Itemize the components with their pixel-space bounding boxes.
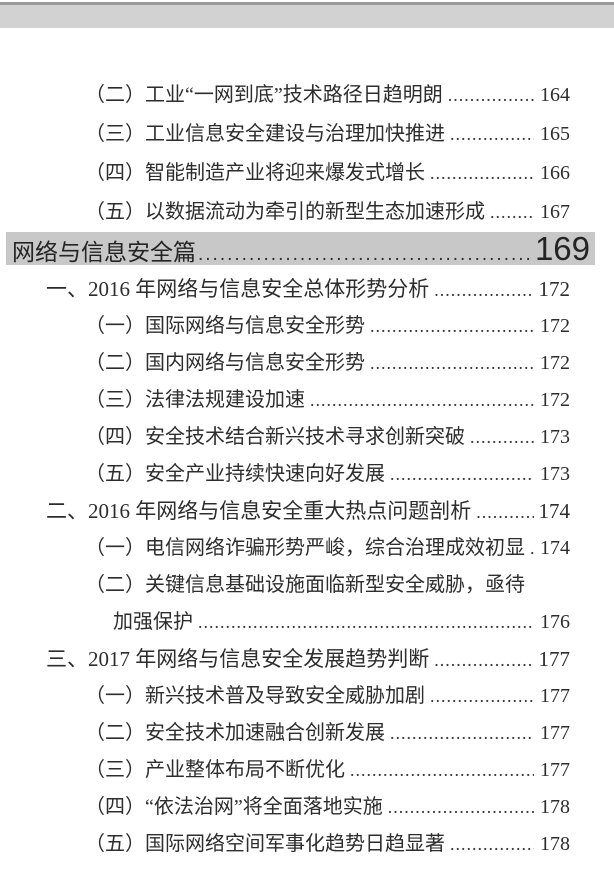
entry-page-number: 177: [540, 759, 570, 781]
leader-dots: [476, 493, 534, 531]
toc-entry: （四）“依法治网”将全面落地实施 178: [0, 789, 614, 826]
leader-dots: [448, 76, 534, 115]
toc-entry: （四）安全技术结合新兴技术寻求创新突破 173: [0, 419, 614, 456]
entry-page-number: 177: [540, 685, 570, 707]
table-of-contents: （二）工业“一网到底”技术路径日趋明朗 164 （三）工业信息安全建设与治理加快推进…: [0, 76, 614, 863]
toc-entries-before-section: （二）工业“一网到底”技术路径日趋明朗 164 （三）工业信息安全建设与治理加快推进…: [0, 76, 614, 232]
toc-entries-after-section: 一、2016 年网络与信息安全总体形势分析 172 （一）国际网络与信息安全形势 17…: [0, 271, 614, 863]
entry-page-number: 164: [540, 84, 570, 106]
window-top-edge-line: [0, 2, 614, 5]
leader-dots: [450, 115, 534, 154]
entry-text: （四）智能制造产业将迎来爆发式增长: [85, 162, 425, 184]
entry-text: （一）电信网络诈骗形势严峻，综合治理成效初显: [85, 537, 525, 559]
entry-text: （二）关键信息基础设施面临新型安全威胁，亟待: [85, 574, 525, 596]
toc-entry: （五）以数据流动为牵引的新型生态加速形成 167: [0, 193, 614, 232]
entry-page-number: 178: [540, 796, 570, 818]
entry-page-number: 167: [540, 201, 570, 223]
entry-text: （二）工业“一网到底”技术路径日趋明朗: [85, 84, 443, 106]
toc-entry: （五）国际网络空间军事化趋势日趋显著 178: [0, 826, 614, 863]
toc-entry: （三）产业整体布局不断优化 177: [0, 752, 614, 789]
entry-page-number: 166: [540, 162, 570, 184]
window-top-band: [0, 5, 614, 28]
entry-text: 二、2016 年网络与信息安全重大热点问题剖析: [46, 499, 472, 523]
entry-page-number: 165: [540, 123, 570, 145]
entry-text: （五）以数据流动为牵引的新型生态加速形成: [85, 201, 485, 223]
leader-dots: [530, 530, 534, 567]
entry-text: （一）国际网络与信息安全形势: [85, 315, 365, 337]
entry-text: 一、2016 年网络与信息安全总体形势分析: [46, 277, 430, 301]
toc-entry: （二）工业“一网到底”技术路径日趋明朗 164: [0, 76, 614, 115]
toc-section-header: 网络与信息安全篇 169: [6, 232, 595, 265]
entry-text: （五）安全产业持续快速向好发展: [85, 463, 385, 485]
leader-dots: [198, 604, 534, 641]
entry-page-number: 177: [538, 647, 571, 671]
leader-dots: [390, 715, 534, 752]
entry-text: （二）安全技术加速融合创新发展: [85, 722, 385, 744]
leader-dots: [434, 641, 534, 679]
toc-entry: 一、2016 年网络与信息安全总体形势分析 172: [0, 271, 614, 308]
toc-entry: （三）工业信息安全建设与治理加快推进 165: [0, 115, 614, 154]
entry-text: 三、2017 年网络与信息安全发展趋势判断: [46, 647, 430, 671]
leader-dots: [430, 154, 534, 193]
entry-page-number: 172: [540, 389, 570, 411]
section-title: 网络与信息安全篇: [12, 239, 196, 265]
entry-text: （三）工业信息安全建设与治理加快推进: [85, 123, 445, 145]
entry-page-number: 177: [540, 722, 570, 744]
toc-entry: （一）新兴技术普及导致安全威胁加剧 177: [0, 678, 614, 715]
entry-page-number: 176: [540, 611, 570, 633]
entry-page-number: 172: [540, 352, 570, 374]
entry-page-number: 178: [540, 833, 570, 855]
toc-entry: （三）法律法规建设加速 172: [0, 382, 614, 419]
leader-dots: [388, 789, 534, 826]
leader-dots: [390, 456, 534, 493]
entry-page-number: 172: [538, 277, 571, 301]
entry-page-number: 173: [540, 463, 570, 485]
leader-dots: [430, 678, 534, 715]
leader-dots: [198, 236, 532, 271]
toc-entry: 三、2017 年网络与信息安全发展趋势判断 177: [0, 641, 614, 678]
toc-entry: （二）安全技术加速融合创新发展 177: [0, 715, 614, 752]
entry-text: （四）“依法治网”将全面落地实施: [85, 796, 383, 818]
section-page-number: 169: [534, 230, 590, 267]
entry-page-number: 173: [540, 426, 570, 448]
entry-text: 加强保护: [113, 611, 193, 633]
entry-page-number: 174: [540, 537, 570, 559]
toc-entry: （五）安全产业持续快速向好发展 173: [0, 456, 614, 493]
entry-text: （五）国际网络空间军事化趋势日趋显著: [85, 833, 445, 855]
toc-entry: 加强保护 176: [0, 604, 614, 641]
toc-entry: （一）电信网络诈骗形势严峻，综合治理成效初显 174: [0, 530, 614, 567]
leader-dots: [490, 193, 534, 232]
toc-entry: （二）国内网络与信息安全形势 172: [0, 345, 614, 382]
leader-dots: [370, 345, 534, 382]
entry-text: （二）国内网络与信息安全形势: [85, 352, 365, 374]
entry-page-number: 174: [538, 499, 571, 523]
entry-text: （三）产业整体布局不断优化: [85, 759, 345, 781]
leader-dots: [350, 752, 534, 789]
toc-entry: （四）智能制造产业将迎来爆发式增长 166: [0, 154, 614, 193]
entry-page-number: 172: [540, 315, 570, 337]
leader-dots: [310, 382, 534, 419]
leader-dots: [450, 826, 534, 863]
entry-text: （一）新兴技术普及导致安全威胁加剧: [85, 685, 425, 707]
toc-entry: （一）国际网络与信息安全形势 172: [0, 308, 614, 345]
entry-text: （四）安全技术结合新兴技术寻求创新突破: [85, 426, 465, 448]
leader-dots: [434, 271, 534, 309]
leader-dots: [470, 419, 534, 456]
toc-entry: （二）关键信息基础设施面临新型安全威胁，亟待: [0, 567, 614, 604]
entry-text: （三）法律法规建设加速: [85, 389, 305, 411]
leader-dots: [370, 308, 534, 345]
toc-entry: 二、2016 年网络与信息安全重大热点问题剖析 174: [0, 493, 614, 530]
